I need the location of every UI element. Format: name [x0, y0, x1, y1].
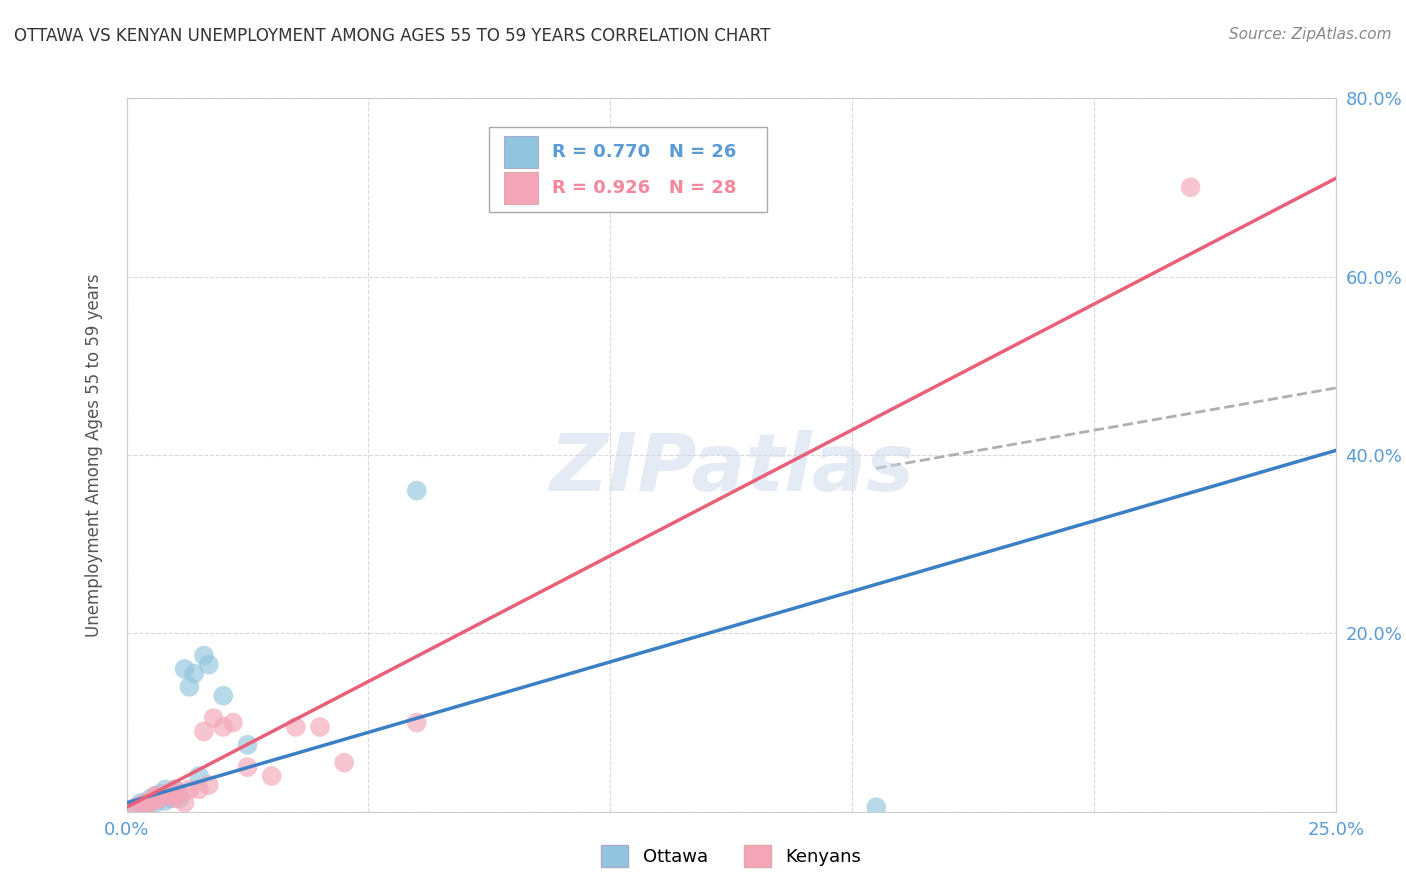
Point	[188, 769, 211, 783]
Point	[163, 791, 186, 805]
Point	[1180, 180, 1202, 194]
Point	[284, 720, 307, 734]
Point	[193, 724, 215, 739]
Point	[169, 791, 191, 805]
Point	[139, 794, 162, 808]
Point	[236, 738, 259, 752]
Point	[145, 791, 167, 805]
Point	[129, 796, 152, 810]
Point	[405, 715, 427, 730]
Point	[155, 794, 177, 808]
Point	[155, 782, 177, 797]
Point	[212, 720, 235, 734]
Point	[163, 782, 186, 797]
Text: OTTAWA VS KENYAN UNEMPLOYMENT AMONG AGES 55 TO 59 YEARS CORRELATION CHART: OTTAWA VS KENYAN UNEMPLOYMENT AMONG AGES…	[14, 27, 770, 45]
Point	[193, 648, 215, 663]
Point	[145, 789, 167, 803]
Point	[149, 791, 172, 805]
Point	[159, 789, 181, 803]
Point	[173, 662, 195, 676]
Y-axis label: Unemployment Among Ages 55 to 59 years: Unemployment Among Ages 55 to 59 years	[84, 273, 103, 637]
Text: R = 0.926   N = 28: R = 0.926 N = 28	[553, 179, 737, 197]
FancyBboxPatch shape	[489, 127, 768, 212]
Point	[159, 791, 181, 805]
Point	[183, 666, 205, 681]
Point	[865, 800, 887, 814]
Point	[125, 800, 148, 814]
Point	[405, 483, 427, 498]
Point	[139, 796, 162, 810]
Point	[222, 715, 245, 730]
Point	[125, 800, 148, 814]
Point	[179, 680, 201, 694]
FancyBboxPatch shape	[503, 136, 537, 168]
Point	[179, 782, 201, 797]
Point	[173, 796, 195, 810]
Point	[145, 796, 167, 810]
Text: Source: ZipAtlas.com: Source: ZipAtlas.com	[1229, 27, 1392, 42]
FancyBboxPatch shape	[503, 171, 537, 203]
Point	[197, 657, 219, 672]
Point	[169, 787, 191, 801]
Point	[163, 787, 186, 801]
Point	[260, 769, 283, 783]
Point	[135, 796, 157, 810]
Point	[309, 720, 332, 734]
Point	[202, 711, 225, 725]
Point	[129, 797, 152, 812]
Point	[155, 787, 177, 801]
Point	[139, 794, 162, 808]
Point	[212, 689, 235, 703]
Point	[163, 782, 186, 797]
Point	[145, 789, 167, 803]
Point	[333, 756, 356, 770]
Legend: Ottawa, Kenyans: Ottawa, Kenyans	[593, 838, 869, 874]
Point	[188, 782, 211, 797]
Text: ZIPatlas: ZIPatlas	[548, 430, 914, 508]
Text: R = 0.770   N = 26: R = 0.770 N = 26	[553, 144, 737, 161]
Point	[149, 791, 172, 805]
Point	[149, 787, 172, 801]
Point	[159, 787, 181, 801]
Point	[236, 760, 259, 774]
Point	[197, 778, 219, 792]
Point	[135, 796, 157, 810]
Point	[139, 791, 162, 805]
